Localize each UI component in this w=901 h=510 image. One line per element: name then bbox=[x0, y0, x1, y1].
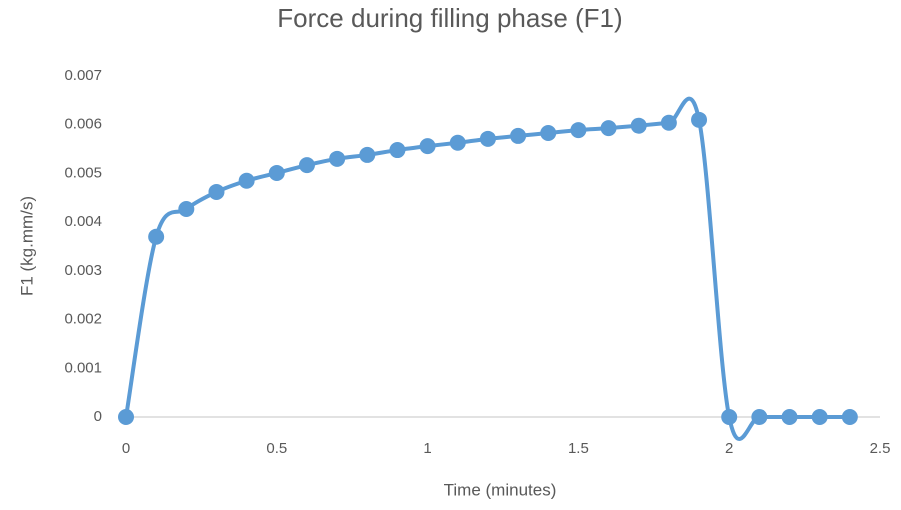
marker bbox=[691, 111, 708, 128]
marker bbox=[630, 117, 647, 134]
marker bbox=[781, 409, 798, 425]
marker bbox=[570, 122, 587, 139]
marker bbox=[178, 200, 195, 217]
y-tick-label: 0 bbox=[94, 408, 102, 425]
marker bbox=[208, 183, 225, 200]
marker bbox=[751, 409, 768, 425]
marker bbox=[811, 409, 828, 425]
x-tick-label: 0.5 bbox=[266, 440, 287, 457]
marker bbox=[510, 127, 527, 144]
y-tick-label: 0.006 bbox=[64, 116, 102, 133]
marker bbox=[419, 138, 436, 155]
y-tick-label: 0.001 bbox=[64, 359, 102, 376]
marker bbox=[660, 114, 677, 131]
y-tick-label: 0.002 bbox=[64, 311, 102, 328]
y-tick-label: 0.005 bbox=[64, 164, 102, 181]
x-tick-label: 1.5 bbox=[568, 440, 589, 457]
marker bbox=[238, 172, 255, 189]
x-tick-label: 0 bbox=[122, 440, 130, 457]
marker bbox=[118, 409, 134, 425]
y-tick-label: 0.004 bbox=[64, 213, 102, 230]
marker bbox=[600, 120, 617, 137]
marker bbox=[268, 164, 285, 181]
marker bbox=[449, 134, 466, 151]
x-tick-label: 2.5 bbox=[870, 440, 891, 457]
y-axis-title: F1 (kg.mm/s) bbox=[17, 196, 36, 296]
marker bbox=[298, 157, 315, 174]
chart-title: Force during filling phase (F1) bbox=[277, 3, 622, 33]
marker bbox=[721, 409, 738, 425]
marker bbox=[359, 146, 376, 163]
x-tick-label: 1 bbox=[423, 440, 431, 457]
line bbox=[124, 96, 850, 441]
marker bbox=[329, 150, 346, 167]
y-tick-label: 0.003 bbox=[64, 262, 102, 279]
marker bbox=[479, 130, 496, 147]
marker bbox=[148, 228, 165, 245]
x-axis-title: Time (minutes) bbox=[444, 480, 557, 499]
marker bbox=[389, 142, 406, 159]
marker bbox=[540, 124, 557, 141]
y-tick-label: 0.007 bbox=[64, 67, 102, 84]
x-tick-label: 2 bbox=[725, 440, 733, 457]
marker bbox=[841, 409, 858, 425]
